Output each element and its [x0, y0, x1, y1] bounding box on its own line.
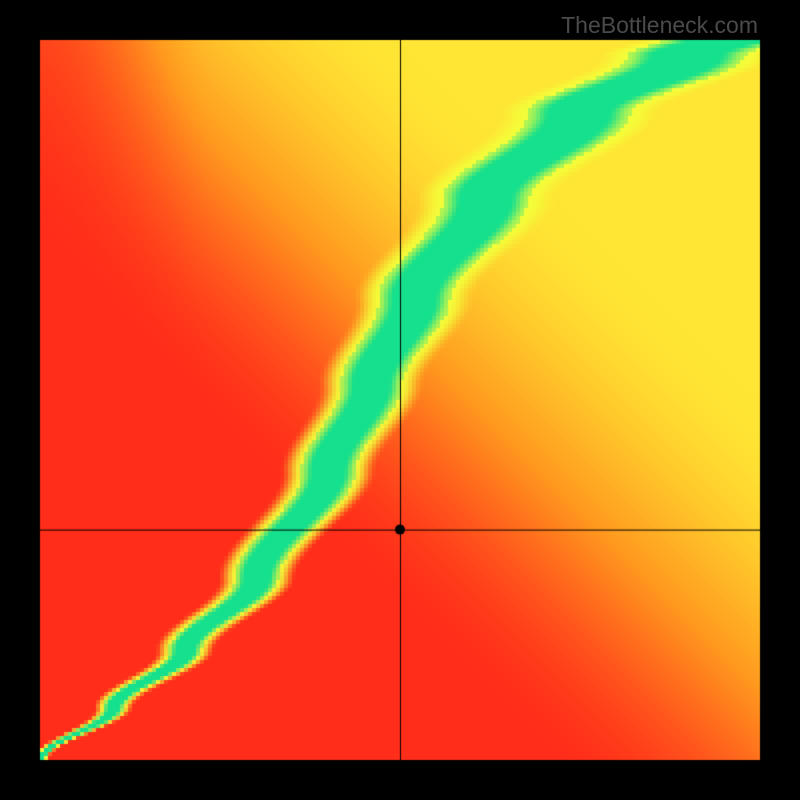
chart-container: TheBottleneck.com	[0, 0, 800, 800]
watermark-text: TheBottleneck.com	[561, 12, 758, 39]
heatmap-canvas	[0, 0, 800, 800]
